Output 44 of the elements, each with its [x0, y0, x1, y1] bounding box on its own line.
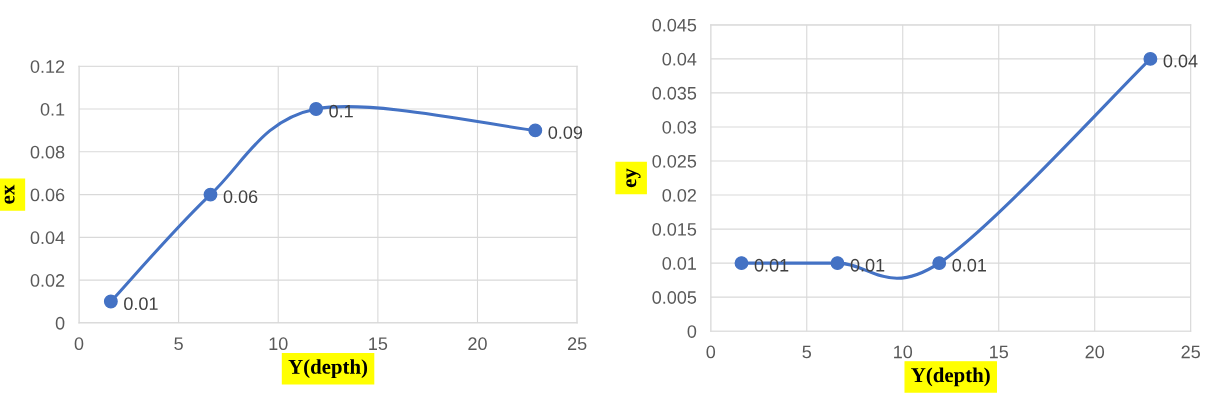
x-tick-label: 15: [990, 345, 1009, 359]
y-tick-label: 0.08: [30, 145, 65, 159]
x-tick-label: 0: [74, 337, 84, 351]
y-tick-label: 0.025: [652, 154, 697, 168]
y-axis-title: ey: [626, 168, 641, 188]
y-tick-label: 0.12: [30, 60, 65, 73]
point: [103, 294, 118, 309]
data-label: 0.06: [223, 190, 258, 204]
y-tick-label: 0.03: [662, 120, 697, 134]
point: [203, 187, 218, 202]
data-label: 0.01: [850, 258, 885, 272]
x-axis-title: Y(depth): [288, 359, 368, 379]
y-tick-label: 0: [687, 325, 697, 338]
y-tick-label: 0.06: [30, 188, 65, 202]
x-tick-label: 25: [1181, 345, 1200, 359]
x-tick-label: 25: [567, 337, 587, 351]
x-axis-title: Y(depth): [911, 367, 990, 387]
x-tick-label: 10: [894, 345, 913, 359]
x-tick-label: 5: [174, 337, 183, 351]
x-tick-label: 20: [1085, 345, 1105, 359]
x-tick-label: 10: [269, 337, 288, 351]
x-tick-label: 20: [468, 337, 487, 351]
x-tick-label: 15: [369, 337, 388, 351]
data-label: 0.04: [1163, 54, 1198, 68]
x-tick-label: 0: [706, 345, 716, 359]
y-tick-label: 0.015: [652, 223, 697, 236]
data-label: 0.01: [952, 258, 986, 272]
data-label: 0.01: [124, 297, 158, 311]
data-label: 0.1: [329, 104, 353, 118]
y-tick-label: 0: [55, 316, 65, 330]
point: [528, 123, 543, 138]
y-tick-label: 0.005: [652, 291, 697, 304]
y-tick-label: 0.02: [662, 188, 696, 202]
y-tick-label: 0.04: [662, 52, 697, 66]
data-label: 0.09: [548, 126, 583, 139]
y-axis-title: ex: [4, 184, 15, 204]
y-tick-label: 0.045: [652, 18, 697, 32]
y-tick-label: 0.035: [652, 86, 697, 100]
x-tick-label: 5: [802, 345, 812, 359]
point: [309, 102, 324, 116]
y-tick-label: 0.02: [30, 274, 65, 287]
y-tick-label: 0.04: [30, 231, 65, 245]
y-tick-label: 0.01: [662, 257, 697, 270]
y-tick-label: 0.1: [40, 102, 65, 116]
